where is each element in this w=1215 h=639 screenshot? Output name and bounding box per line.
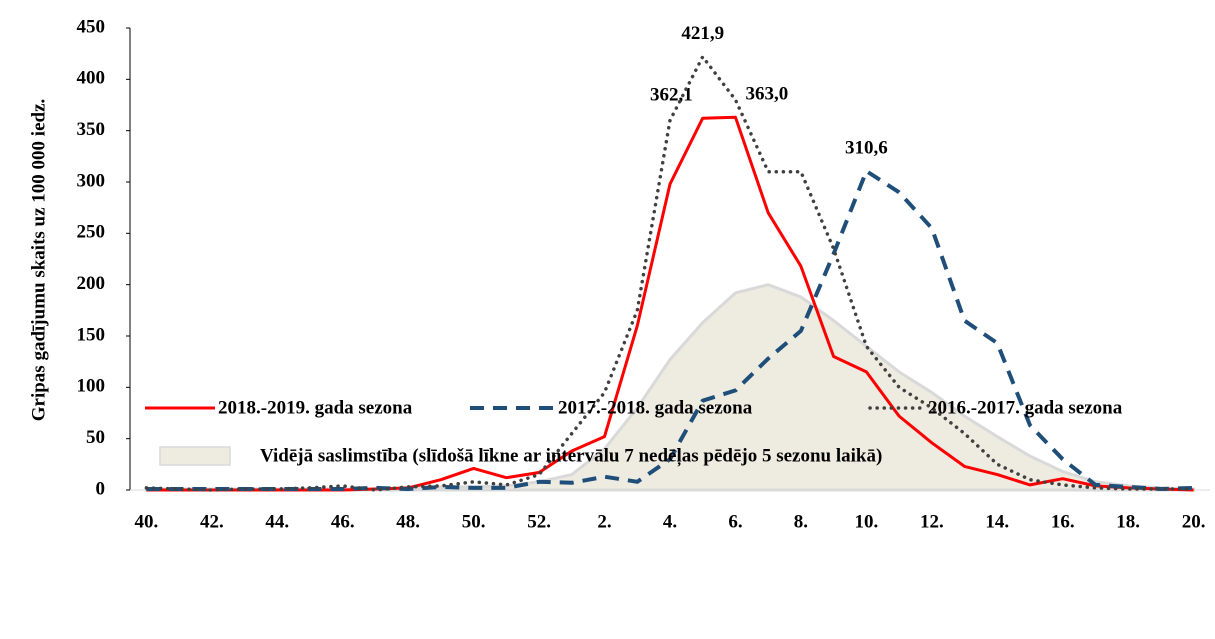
x-tick-label: 50. [462,511,486,532]
y-tick-label: 400 [77,68,106,89]
x-tick-label: 44. [265,511,289,532]
y-tick-label: 50 [86,427,105,448]
x-tick-label: 16. [1051,511,1075,532]
legend-swatch [159,446,231,466]
x-tick-label: 4. [663,511,677,532]
x-tick-label: 8. [794,511,808,532]
x-tick-label: 2. [597,511,611,532]
x-tick-label: 6. [728,511,742,532]
data-label: 363,0 [745,84,788,105]
legend-label: 2016.-2017. gada sezona [928,397,1123,418]
data-label: 362,1 [650,85,693,106]
y-tick-label: 100 [77,376,106,397]
x-tick-label: 14. [985,511,1009,532]
y-tick-label: 350 [77,119,106,140]
y-axis-title: Gripas gadījumu skaits uz 100 000 iedz. [28,99,49,422]
y-tick-label: 450 [77,16,106,37]
data-label: 421,9 [681,23,724,44]
y-tick-label: 300 [77,170,106,191]
x-tick-label: 18. [1116,511,1140,532]
x-tick-label: 42. [200,511,224,532]
x-tick-label: 46. [331,511,355,532]
y-tick-label: 200 [77,273,106,294]
y-tick-label: 150 [77,324,106,345]
x-tick-label: 48. [396,511,420,532]
x-tick-label: 20. [1182,511,1206,532]
legend-label: 2017.-2018. gada sezona [558,397,753,418]
x-tick-label: 10. [854,511,878,532]
y-tick-label: 250 [77,222,106,243]
x-tick-label: 12. [920,511,944,532]
x-tick-label: 52. [527,511,551,532]
data-label: 310,6 [845,137,888,158]
x-tick-label: 40. [134,511,158,532]
legend-label: 2018.-2019. gada sezona [218,397,413,418]
legend-label: Vidējā saslimstība (slīdošā līkne ar int… [260,445,882,466]
y-tick-label: 0 [96,478,106,499]
line [146,169,1194,491]
line [144,55,1196,492]
